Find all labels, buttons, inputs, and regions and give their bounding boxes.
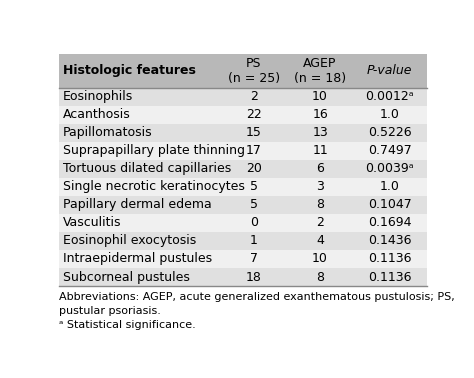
Bar [59,250,427,268]
Text: Papillomatosis: Papillomatosis [63,126,153,139]
Text: 3: 3 [316,180,324,193]
Text: Histologic features: Histologic features [63,64,196,77]
Bar [59,124,427,142]
Text: 18: 18 [246,271,262,284]
Text: 16: 16 [312,108,328,121]
Text: 1.0: 1.0 [380,180,400,193]
Text: Subcorneal pustules: Subcorneal pustules [63,271,190,284]
Text: Single necrotic keratinocytes: Single necrotic keratinocytes [63,180,245,193]
Bar [59,160,427,178]
Text: 20: 20 [246,162,262,175]
Text: 0.0039ᵃ: 0.0039ᵃ [365,162,414,175]
Text: 0.1136: 0.1136 [368,271,411,284]
Text: 0.1436: 0.1436 [368,234,411,248]
Text: 7: 7 [250,253,258,265]
Text: 8: 8 [316,198,324,211]
Bar [59,88,427,105]
Bar [59,232,427,250]
Text: 6: 6 [316,162,324,175]
Text: 2: 2 [250,90,258,103]
Text: 11: 11 [312,144,328,157]
Text: 0.1136: 0.1136 [368,253,411,265]
Text: 0.1694: 0.1694 [368,217,411,229]
Text: 0.1047: 0.1047 [368,198,412,211]
Text: 0.7497: 0.7497 [368,144,412,157]
Text: Abbreviations: AGEP, acute generalized exanthematous pustulosis; PS,: Abbreviations: AGEP, acute generalized e… [59,292,455,302]
Text: Tortuous dilated capillaries: Tortuous dilated capillaries [63,162,231,175]
Text: 8: 8 [316,271,324,284]
Text: 5: 5 [250,198,258,211]
Text: Intraepidermal pustules: Intraepidermal pustules [63,253,212,265]
Bar [59,142,427,160]
Text: Eosinophil exocytosis: Eosinophil exocytosis [63,234,196,248]
Bar [59,196,427,214]
Text: 0.5226: 0.5226 [368,126,412,139]
Text: PS
(n = 25): PS (n = 25) [228,57,280,85]
Text: AGEP
(n = 18): AGEP (n = 18) [294,57,346,85]
Bar [59,54,427,88]
Text: 1.0: 1.0 [380,108,400,121]
Text: Acanthosis: Acanthosis [63,108,131,121]
Text: 22: 22 [246,108,262,121]
Text: 1: 1 [250,234,258,248]
Text: 10: 10 [312,90,328,103]
Bar [59,268,427,286]
Bar [59,178,427,196]
Text: ᵃ Statistical significance.: ᵃ Statistical significance. [59,320,196,330]
Text: 15: 15 [246,126,262,139]
Bar [59,214,427,232]
Text: 2: 2 [316,217,324,229]
Text: Eosinophils: Eosinophils [63,90,133,103]
Text: P-value: P-value [367,64,412,77]
Text: 4: 4 [316,234,324,248]
Text: 17: 17 [246,144,262,157]
Text: Papillary dermal edema: Papillary dermal edema [63,198,212,211]
Text: 0: 0 [250,217,258,229]
Text: 0.0012ᵃ: 0.0012ᵃ [365,90,414,103]
Text: Vasculitis: Vasculitis [63,217,121,229]
Text: Suprapapillary plate thinning: Suprapapillary plate thinning [63,144,245,157]
Text: 13: 13 [312,126,328,139]
Text: pustular psoriasis.: pustular psoriasis. [59,306,161,316]
Text: 10: 10 [312,253,328,265]
Text: 5: 5 [250,180,258,193]
Bar [59,105,427,124]
